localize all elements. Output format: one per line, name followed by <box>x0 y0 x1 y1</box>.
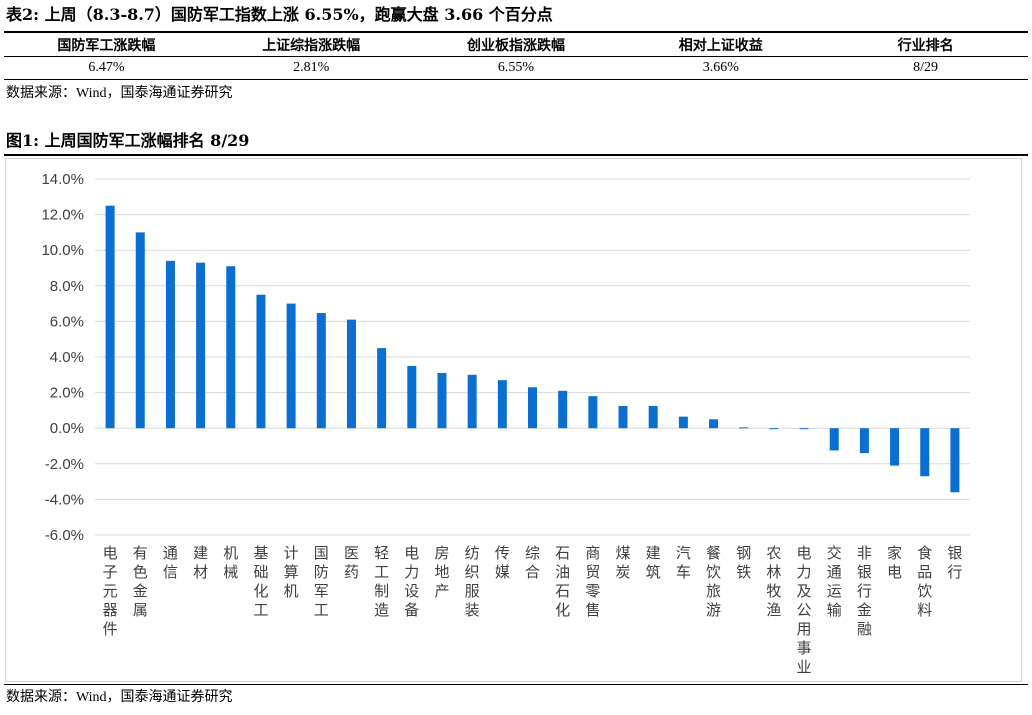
x-tick-label: 农林牧渔 <box>766 544 781 619</box>
y-tick-label: 6.0% <box>50 313 84 330</box>
table-title: 表2: 上周（8.3-8.7）国防军工指数上涨 6.55%，跑赢大盘 3.66 … <box>6 5 553 24</box>
x-tick-label: 电力及公用事业 <box>797 544 812 676</box>
x-tick-label: 交通运输 <box>827 544 842 619</box>
bar <box>799 428 809 430</box>
header-chinext-change: 创业板指涨跌幅 <box>466 38 565 54</box>
cell-industry-rank: 8/29 <box>913 60 939 75</box>
x-tick-label: 建材 <box>193 544 208 581</box>
table-bottom-rule <box>4 79 1028 80</box>
x-tick-label: 医药 <box>344 544 359 581</box>
x-tick-label: 煤炭 <box>616 544 631 581</box>
y-tick-label: -2.0% <box>45 456 84 473</box>
bar <box>859 428 869 454</box>
y-tick-label: 10.0% <box>41 242 84 259</box>
x-tick-label: 食品饮料 <box>917 544 932 619</box>
header-relative-return: 相对上证收益 <box>678 38 763 54</box>
x-tick-label: 餐饮旅游 <box>706 544 721 619</box>
bar <box>678 416 688 429</box>
figure-top-rule <box>4 154 1028 156</box>
stats-table: 国防军工涨跌幅 上证综指涨跌幅 创业板指涨跌幅 相对上证收益 行业排名 6.47… <box>4 34 1028 79</box>
bar <box>437 373 447 429</box>
x-tick-label: 银行 <box>947 544 962 581</box>
bar <box>316 313 326 429</box>
x-tick-label: 传媒 <box>495 544 510 581</box>
x-tick-label: 机械 <box>223 544 238 581</box>
table-row: 6.47% 2.81% 6.55% 3.66% 8/29 <box>4 57 1028 80</box>
cell-shanghai-change: 2.81% <box>293 60 330 75</box>
bar <box>135 232 145 429</box>
bar <box>528 387 537 429</box>
bar <box>377 348 387 429</box>
x-tick-label: 汽车 <box>676 544 691 581</box>
x-tick-label: 电力设备 <box>404 544 419 619</box>
x-tick-label: 综合 <box>525 544 540 581</box>
x-tick-label: 轻工制造 <box>374 544 389 619</box>
header-shanghai-change: 上证综指涨跌幅 <box>262 38 361 54</box>
x-tick-label: 电子元器件 <box>103 544 118 638</box>
y-tick-label: -4.0% <box>45 491 84 508</box>
figure-source: 数据来源：Wind，国泰海通证券研究 <box>6 690 233 705</box>
bar <box>256 294 266 429</box>
header-defense-change: 国防军工涨跌幅 <box>57 38 156 54</box>
x-tick-label: 家电 <box>887 544 902 581</box>
bar <box>286 303 296 429</box>
bar <box>497 380 507 429</box>
x-tick-label: 钢铁 <box>736 544 751 581</box>
bar <box>196 262 206 429</box>
cell-defense-change: 6.47% <box>88 60 125 75</box>
table-source: 数据来源：Wind，国泰海通证券研究 <box>6 86 233 101</box>
bar <box>920 428 930 477</box>
cell-chinext-change: 6.55% <box>497 60 535 75</box>
y-tick-label: -6.0% <box>45 527 84 544</box>
bar <box>105 205 115 429</box>
x-tick-label: 基础化工 <box>253 544 268 619</box>
x-tick-label: 国防军工 <box>314 544 329 619</box>
y-tick-label: 14.0% <box>41 171 84 188</box>
bar <box>950 428 960 493</box>
y-tick-label: 4.0% <box>50 349 84 366</box>
chart-frame <box>5 158 1022 682</box>
x-tick-label: 纺织服装 <box>465 544 480 619</box>
bar <box>890 428 900 466</box>
bar <box>467 374 477 429</box>
bar <box>407 365 417 429</box>
table-top-rule <box>4 31 1028 33</box>
figure-title: 图1: 上周国防军工涨幅排名 8/29 <box>6 131 250 150</box>
y-tick-label: 12.0% <box>41 207 84 224</box>
bar <box>709 419 719 429</box>
x-tick-label: 房地产 <box>434 544 449 600</box>
y-tick-label: 8.0% <box>50 278 84 295</box>
cell-relative-return: 3.66% <box>702 60 739 75</box>
table-header-row: 国防军工涨跌幅 上证综指涨跌幅 创业板指涨跌幅 相对上证收益 行业排名 <box>4 34 1028 57</box>
x-tick-label: 建筑 <box>646 544 661 581</box>
x-tick-label: 计算机 <box>284 544 299 600</box>
bar <box>346 319 356 429</box>
bar <box>226 266 236 429</box>
bar <box>769 428 779 430</box>
x-tick-label: 商贸零售 <box>585 544 600 619</box>
x-tick-label: 石油石化 <box>555 544 570 619</box>
bar <box>558 390 568 429</box>
x-tick-label: 非银行金融 <box>857 544 872 638</box>
bar <box>739 427 749 429</box>
header-industry-rank: 行业排名 <box>897 38 954 54</box>
bar <box>165 260 175 429</box>
x-tick-label: 通信 <box>163 544 178 581</box>
bar <box>648 405 658 429</box>
bar <box>618 405 628 429</box>
y-tick-label: 0.0% <box>50 420 84 437</box>
bar <box>588 396 598 429</box>
figure-bottom-rule <box>4 684 1028 685</box>
x-tick-label: 有色金属 <box>133 544 148 619</box>
bar <box>829 428 839 451</box>
y-tick-label: 2.0% <box>50 385 84 402</box>
